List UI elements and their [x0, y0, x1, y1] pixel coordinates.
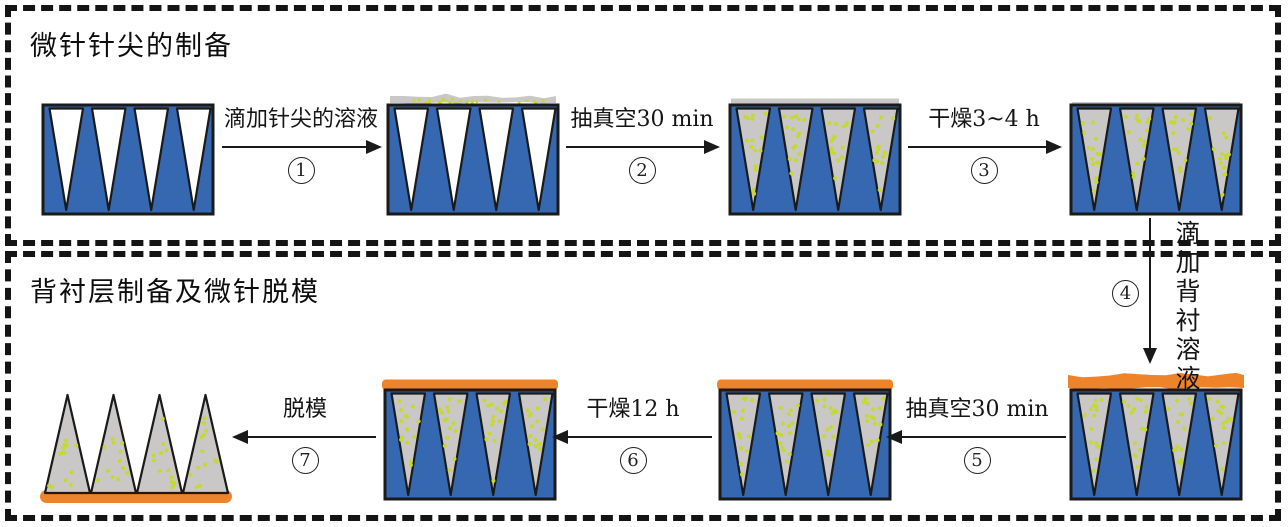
step-7-label: 脱模	[282, 397, 327, 422]
mold-tip-dried	[1068, 87, 1244, 217]
arrow-left-icon	[234, 435, 376, 438]
step-1: 滴加针尖的溶液 1	[222, 106, 380, 184]
step-5-number-badge: 5	[963, 447, 991, 474]
step-6-number-badge: 6	[619, 447, 647, 474]
step-1-number-badge: 1	[287, 157, 315, 184]
step-2-number-badge: 2	[628, 157, 656, 184]
step-1-label: 滴加针尖的溶液	[223, 107, 378, 132]
step-4-label: 滴加背衬溶液	[1172, 220, 1201, 394]
step-5-label: 抽真空30 min	[905, 397, 1049, 422]
mold-backing-solution	[1068, 372, 1244, 502]
arrow-left-icon	[888, 435, 1066, 438]
mold-backing-dried	[382, 372, 558, 502]
step-3: 干燥3~4 h 3	[908, 106, 1060, 184]
step-3-label: 干燥3~4 h	[928, 107, 1040, 132]
step-7: 脱模 7	[234, 396, 376, 474]
arrow-right-icon	[222, 145, 380, 148]
step-6-label: 干燥12 h	[586, 397, 680, 422]
step-2: 抽真空30 min 2	[566, 106, 718, 184]
arrow-right-icon	[566, 145, 718, 148]
arrow-right-icon	[908, 145, 1060, 148]
microneedle-patch	[38, 388, 238, 508]
mold-tip-solution	[385, 87, 561, 217]
top-section-border	[5, 5, 1281, 246]
step-7-number-badge: 7	[291, 447, 319, 474]
step-5: 抽真空30 min 5	[888, 396, 1066, 474]
bottom-section-border	[5, 251, 1281, 521]
step-4-number-badge: 4	[1112, 280, 1139, 307]
step-2-label: 抽真空30 min	[570, 107, 714, 132]
arrow-down-icon	[1142, 218, 1158, 364]
mold-empty	[40, 87, 216, 217]
step-6: 干燥12 h 6	[554, 396, 712, 474]
top-section-title: 微针针尖的制备	[30, 31, 233, 62]
step-3-number-badge: 3	[970, 157, 998, 184]
mold-tip-vacuum	[727, 87, 903, 217]
bottom-section-title: 背衬层制备及微针脱模	[30, 277, 320, 308]
mold-backing-vacuum	[717, 372, 893, 502]
arrow-left-icon	[554, 435, 712, 438]
